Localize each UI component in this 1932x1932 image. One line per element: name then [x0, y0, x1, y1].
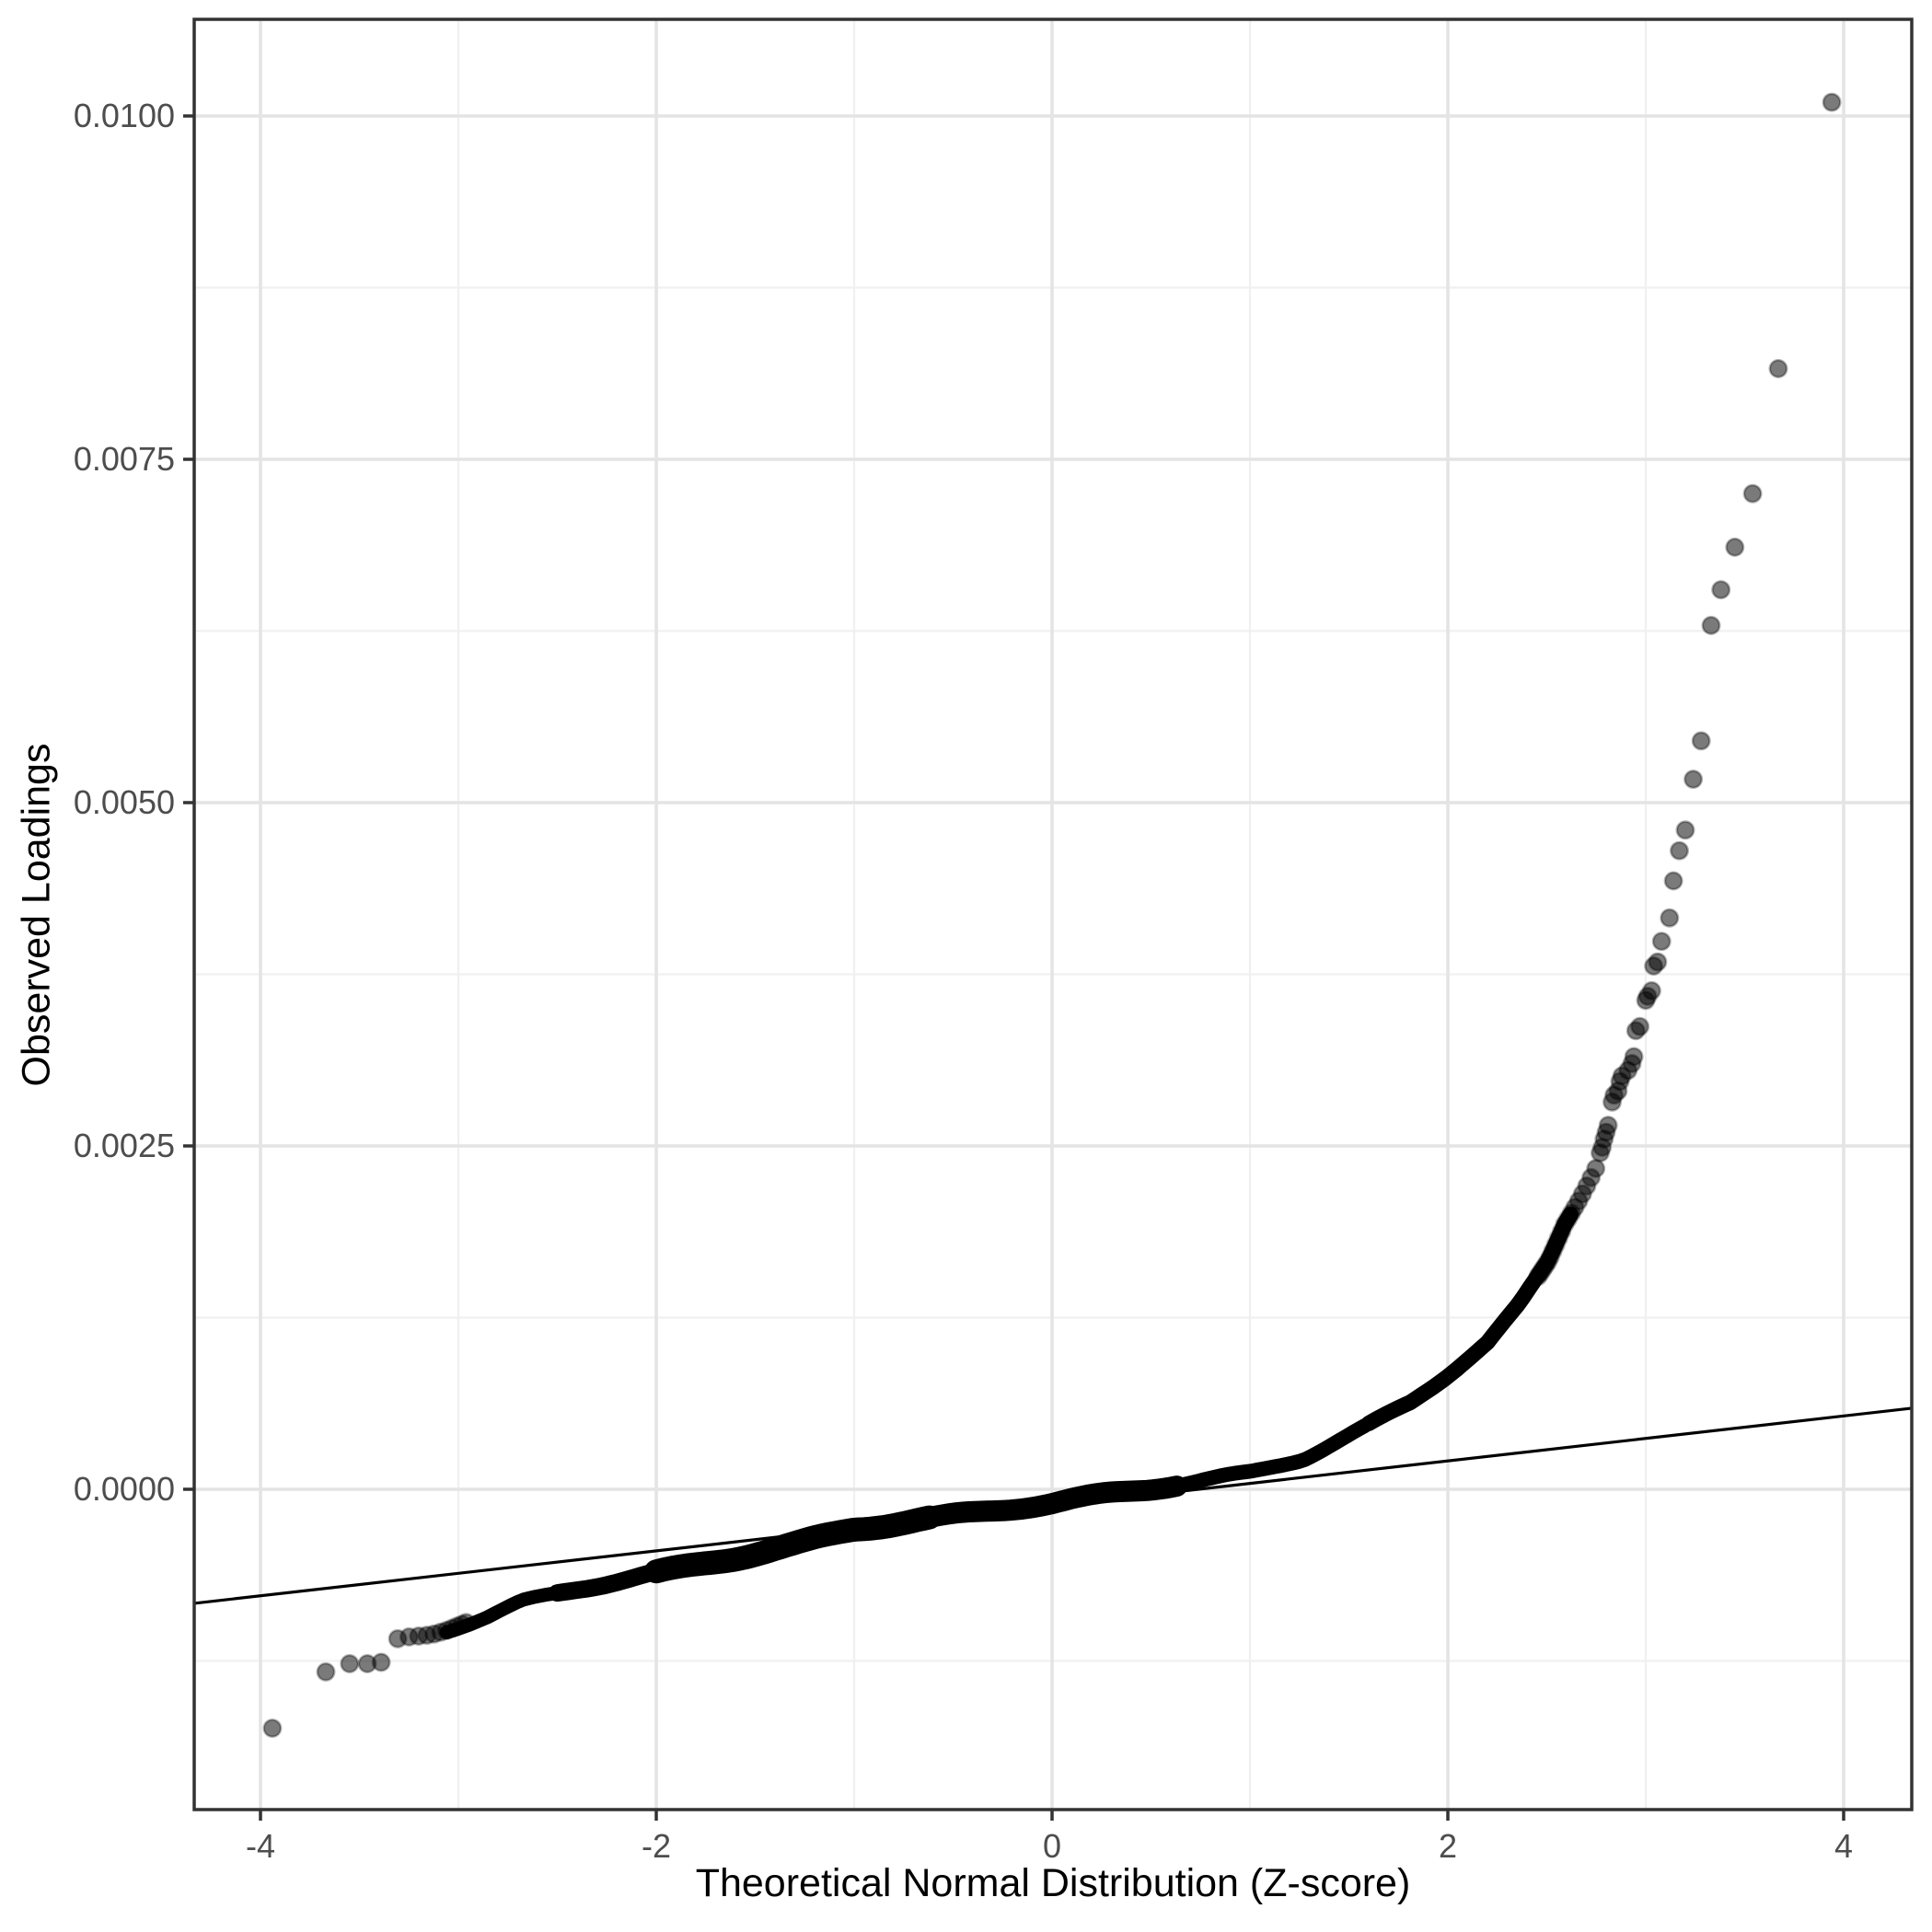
outlier-point-upper [1670, 840, 1690, 861]
y-tick-label: 0.0000 [73, 1470, 175, 1508]
outlier-point-upper [1663, 871, 1683, 891]
outlier-point-upper [1630, 1016, 1650, 1036]
y-tick-label: 0.0075 [73, 440, 175, 478]
y-tick-label: 0.0100 [73, 97, 175, 134]
outlier-point-upper [1725, 537, 1745, 557]
x-tick-label: -2 [641, 1827, 671, 1865]
outlier-point-upper [1641, 980, 1661, 1001]
outlier-point-lower [371, 1652, 391, 1672]
outlier-point-upper [1742, 483, 1763, 503]
x-tick-label: -4 [245, 1827, 275, 1865]
y-tick-label: 0.0025 [73, 1127, 175, 1164]
scatter-band [644, 1505, 942, 1584]
outlier-point-upper [1711, 580, 1731, 600]
outlier-point-upper [1651, 931, 1672, 952]
outlier-point-upper [1701, 615, 1721, 635]
scatter-band [1173, 1418, 1372, 1493]
outlier-point-upper [1691, 731, 1711, 751]
outlier-point-upper [1822, 92, 1842, 112]
y-tick-label: 0.0050 [73, 783, 175, 821]
outlier-point-lower [316, 1661, 336, 1682]
x-tick-label: 0 [1042, 1827, 1062, 1865]
tail-point [456, 1613, 476, 1633]
outlier-point-lower [262, 1718, 283, 1739]
outlier-point-lower [340, 1654, 360, 1674]
outlier-point-upper [1648, 952, 1668, 972]
outlier-point-upper [1675, 820, 1695, 840]
x-tick-label: 2 [1438, 1827, 1458, 1865]
x-tick-label: 4 [1834, 1827, 1854, 1865]
outlier-point-upper [1683, 769, 1704, 790]
scatter-band [549, 1563, 662, 1602]
x-axis-title: Theoretical Normal Distribution (Z-score… [695, 1861, 1411, 1905]
outlier-point-upper [1660, 908, 1680, 928]
scatter-band [922, 1475, 1187, 1528]
outlier-point-upper [1598, 1116, 1618, 1136]
tail-point [1586, 1159, 1606, 1179]
outlier-point-upper [1768, 358, 1788, 378]
outlier-point-upper [1624, 1047, 1644, 1067]
